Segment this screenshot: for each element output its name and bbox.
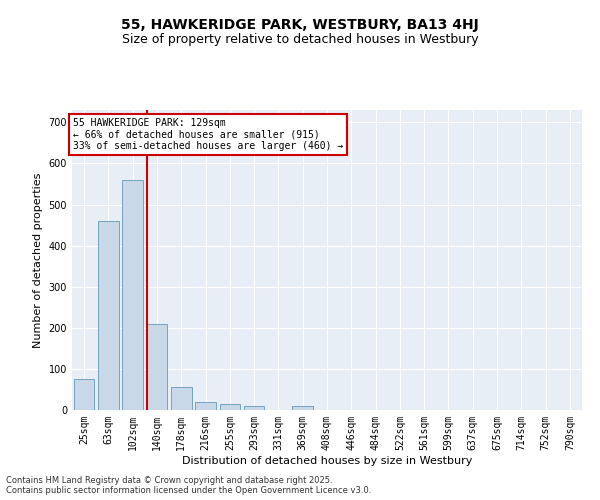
Bar [244,406,265,410]
Y-axis label: Number of detached properties: Number of detached properties [33,172,43,348]
Text: 55 HAWKERIDGE PARK: 129sqm
← 66% of detached houses are smaller (915)
33% of sem: 55 HAWKERIDGE PARK: 129sqm ← 66% of deta… [73,118,343,150]
X-axis label: Distribution of detached houses by size in Westbury: Distribution of detached houses by size … [182,456,472,466]
Bar [220,404,240,410]
Bar [171,388,191,410]
Text: Contains HM Land Registry data © Crown copyright and database right 2025.
Contai: Contains HM Land Registry data © Crown c… [6,476,371,495]
Text: 55, HAWKERIDGE PARK, WESTBURY, BA13 4HJ: 55, HAWKERIDGE PARK, WESTBURY, BA13 4HJ [121,18,479,32]
Bar [74,379,94,410]
Bar [98,221,119,410]
Bar [146,324,167,410]
Bar [195,402,216,410]
Bar [292,406,313,410]
Text: Size of property relative to detached houses in Westbury: Size of property relative to detached ho… [122,32,478,46]
Bar [122,180,143,410]
